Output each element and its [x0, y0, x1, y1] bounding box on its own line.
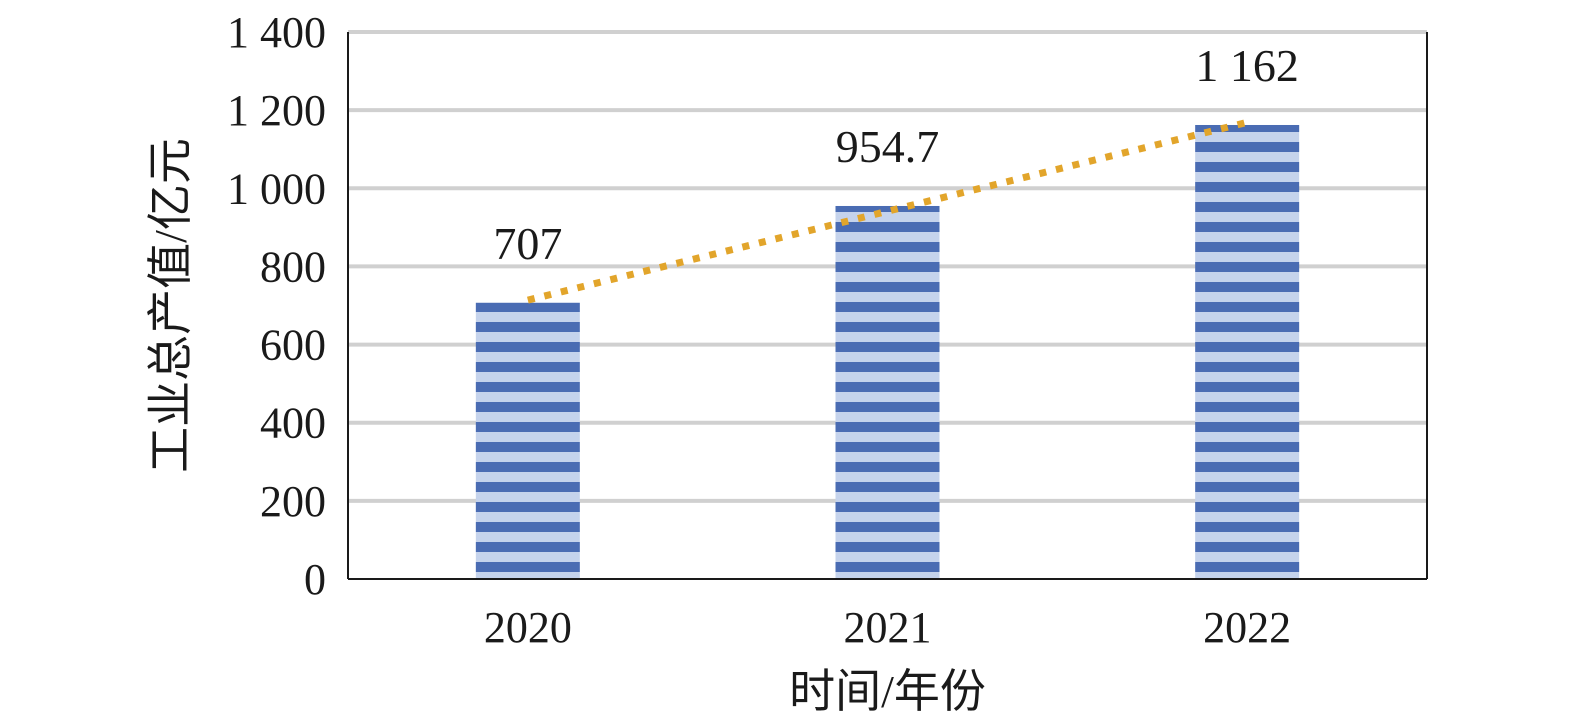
data-labels: 707 954.7 1 162 [493, 40, 1299, 269]
data-label: 707 [493, 218, 562, 269]
y-tick-labels: 0 200 400 600 800 1 000 1 200 1 400 [227, 8, 326, 604]
x-tick-labels: 2020 2021 2022 [484, 603, 1291, 652]
bars [475, 124, 1300, 580]
x-tick-label: 2020 [484, 603, 572, 652]
trendline [526, 118, 1249, 304]
y-tick-label: 0 [304, 555, 326, 604]
x-tick-label: 2021 [844, 603, 932, 652]
y-axis-title: 工业总产值/亿元 [145, 138, 196, 473]
trendline-line [526, 118, 1249, 304]
data-label: 954.7 [836, 121, 940, 172]
y-tick-label: 400 [260, 399, 326, 448]
bar-2021 [835, 205, 940, 579]
y-tick-label: 1 200 [227, 86, 326, 135]
y-tick-label: 600 [260, 321, 326, 370]
y-tick-label: 1 000 [227, 164, 326, 213]
y-tick-label: 200 [260, 477, 326, 526]
x-tick-label: 2022 [1203, 603, 1291, 652]
y-tick-label: 800 [260, 242, 326, 291]
axes [347, 32, 1428, 580]
x-axis-title: 时间/年份 [789, 666, 986, 717]
y-tick-label: 1 400 [227, 8, 326, 57]
bar-2022 [1195, 124, 1300, 580]
data-label: 1 162 [1195, 40, 1299, 91]
bar-2020 [475, 302, 580, 579]
